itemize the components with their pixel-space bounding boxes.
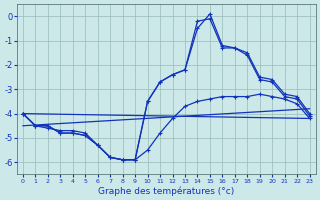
X-axis label: Graphe des températures (°c): Graphe des températures (°c): [98, 186, 234, 196]
